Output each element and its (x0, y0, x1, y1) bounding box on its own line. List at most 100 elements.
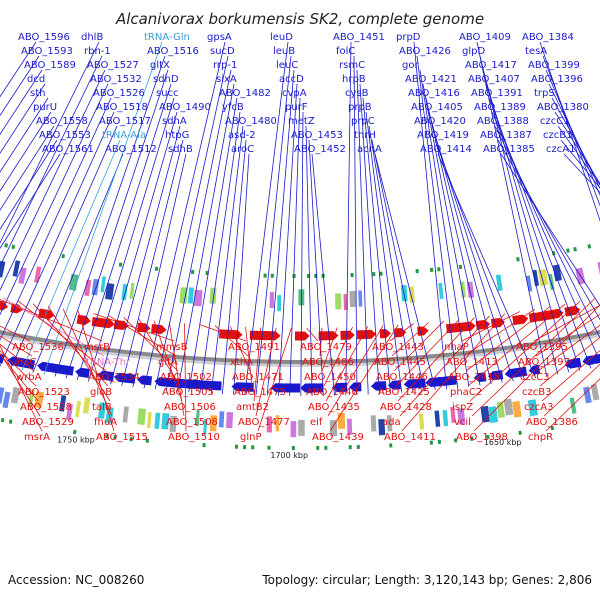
gene-label-abo-1414: ABO_1414 (420, 144, 472, 155)
forward-label-line (54, 55, 166, 377)
gene-label-czcb1: czcB1 (543, 130, 572, 141)
map-title: Alcanivorax borkumensis SK2, complete ge… (115, 10, 484, 28)
gene-label-abo-1479: ABO_1479 (300, 342, 352, 353)
gene-label-cysb: cysB (345, 88, 369, 99)
forward-feature-block (370, 415, 377, 432)
gene-label-abo-1596: ABO_1596 (18, 32, 70, 43)
forward-label-line (289, 97, 301, 396)
gene-label-trps: trpS (534, 88, 555, 99)
forward-label-line (0, 111, 52, 192)
gene-label-abo-1385: ABO_1385 (483, 144, 535, 155)
gene-label-czca3: czcA3 (524, 402, 553, 413)
forward-gene-arrow (564, 357, 582, 369)
gene-label-abo-1528: ABO_1528 (20, 402, 72, 413)
forward-marker (8, 419, 13, 424)
reverse-marker (4, 243, 9, 248)
forward-label-line (233, 153, 250, 395)
reverse-marker (415, 269, 419, 274)
reverse-label-line (329, 324, 399, 432)
gene-label-abo-1416: ABO_1416 (408, 88, 460, 99)
reverse-label-line (537, 324, 600, 372)
reverse-label-line (389, 323, 414, 342)
gene-label-puru: purU (33, 102, 57, 113)
gene-label-abo-1445: ABO_1445 (374, 357, 426, 368)
gene-label-tesa: tesA (525, 46, 547, 57)
forward-gene-arrow (285, 383, 301, 393)
reverse-label-line (168, 322, 185, 417)
reverse-label-line (255, 327, 277, 417)
reverse-gene-arrow (97, 317, 115, 329)
reverse-label-line (545, 378, 600, 432)
forward-feature-block (98, 402, 107, 419)
forward-label-line (121, 139, 184, 386)
forward-gene-arrow (60, 365, 75, 376)
forward-feature-block (209, 415, 218, 432)
gene-label-abo-1426: ABO_1426 (399, 46, 451, 57)
reverse-feature-block (105, 283, 115, 300)
gene-label-abo-1510: ABO_1510 (168, 432, 220, 443)
reverse-label-line (0, 335, 33, 357)
forward-marker (145, 438, 150, 443)
forward-label-line (278, 83, 298, 396)
reverse-label-line (393, 320, 445, 372)
gene-label-abo-1490: ABO_1490 (159, 102, 211, 113)
gene-label-sdhd: sdhD (153, 74, 179, 85)
reverse-label-line (123, 317, 179, 372)
gene-label-glpd: glpD (462, 46, 485, 57)
gene-label-sth: sth (30, 88, 45, 99)
forward-marker (105, 434, 109, 439)
forward-feature-block (161, 412, 170, 430)
forward-feature-block (169, 415, 178, 433)
gene-label-abo-1384: ABO_1384 (522, 32, 574, 43)
gene-label-acna: acnA (357, 144, 382, 155)
gene-label-abo-1415: ABO_1415 (448, 372, 500, 383)
reverse-feature-block (209, 287, 217, 304)
forward-feature-block (122, 406, 129, 423)
forward-feature-block (298, 419, 305, 436)
forward-marker (316, 445, 320, 450)
gene-label-abo-1453: ABO_1453 (291, 130, 343, 141)
reverse-label-line (77, 311, 115, 432)
reverse-label-line (535, 313, 600, 357)
forward-label-line (43, 41, 163, 375)
reverse-label-lines (0, 297, 600, 432)
gene-label-abo-1419: ABO_1419 (417, 130, 469, 141)
gene-label-abo-1386: ABO_1386 (526, 417, 578, 428)
forward-label-line (244, 41, 289, 396)
reverse-marker (437, 267, 441, 272)
reverse-feature-block (460, 281, 466, 298)
reverse-marker (429, 267, 434, 273)
reverse-label-line (541, 349, 600, 402)
gene-label-czca1: czcA1 (546, 144, 575, 155)
forward-feature-block (75, 400, 82, 418)
reverse-label-line (469, 300, 581, 402)
gene-label-abo-1561: ABO_1561 (42, 144, 94, 155)
forward-feature-block (275, 415, 280, 432)
gene-label-leub: leuB (273, 46, 295, 57)
gene-label-abo-1517: ABO_1517 (99, 116, 151, 127)
gene-label-abo-1589: ABO_1589 (24, 60, 76, 71)
gene-label-abo-1593: ABO_1593 (21, 46, 73, 57)
gene-label-abo-1508: ABO_1508 (166, 417, 218, 428)
gene-label-abo-1391: ABO_1391 (471, 88, 523, 99)
reverse-marker (516, 257, 520, 262)
forward-feature-block (82, 397, 91, 414)
reverse-feature-block (438, 282, 444, 300)
forward-label-line (416, 55, 459, 388)
forward-label-line (545, 69, 600, 196)
reverse-label-line (539, 336, 600, 387)
forward-label-line (99, 111, 178, 384)
forward-label-line (557, 125, 600, 186)
reverse-label-line (306, 327, 319, 342)
reverse-marker (263, 273, 267, 278)
gene-label-glta: gltA (158, 357, 178, 368)
gene-label-abo-1428: ABO_1428 (380, 402, 432, 413)
gene-label-abo-1380: ABO_1380 (537, 102, 589, 113)
gene-label-abo-1475: ABO_1475 (234, 387, 286, 398)
reverse-marker (118, 262, 123, 267)
reverse-label-line (543, 363, 600, 417)
forward-label-line (165, 69, 232, 391)
genome-backbone (0, 329, 600, 364)
reverse-label-line (533, 304, 600, 342)
